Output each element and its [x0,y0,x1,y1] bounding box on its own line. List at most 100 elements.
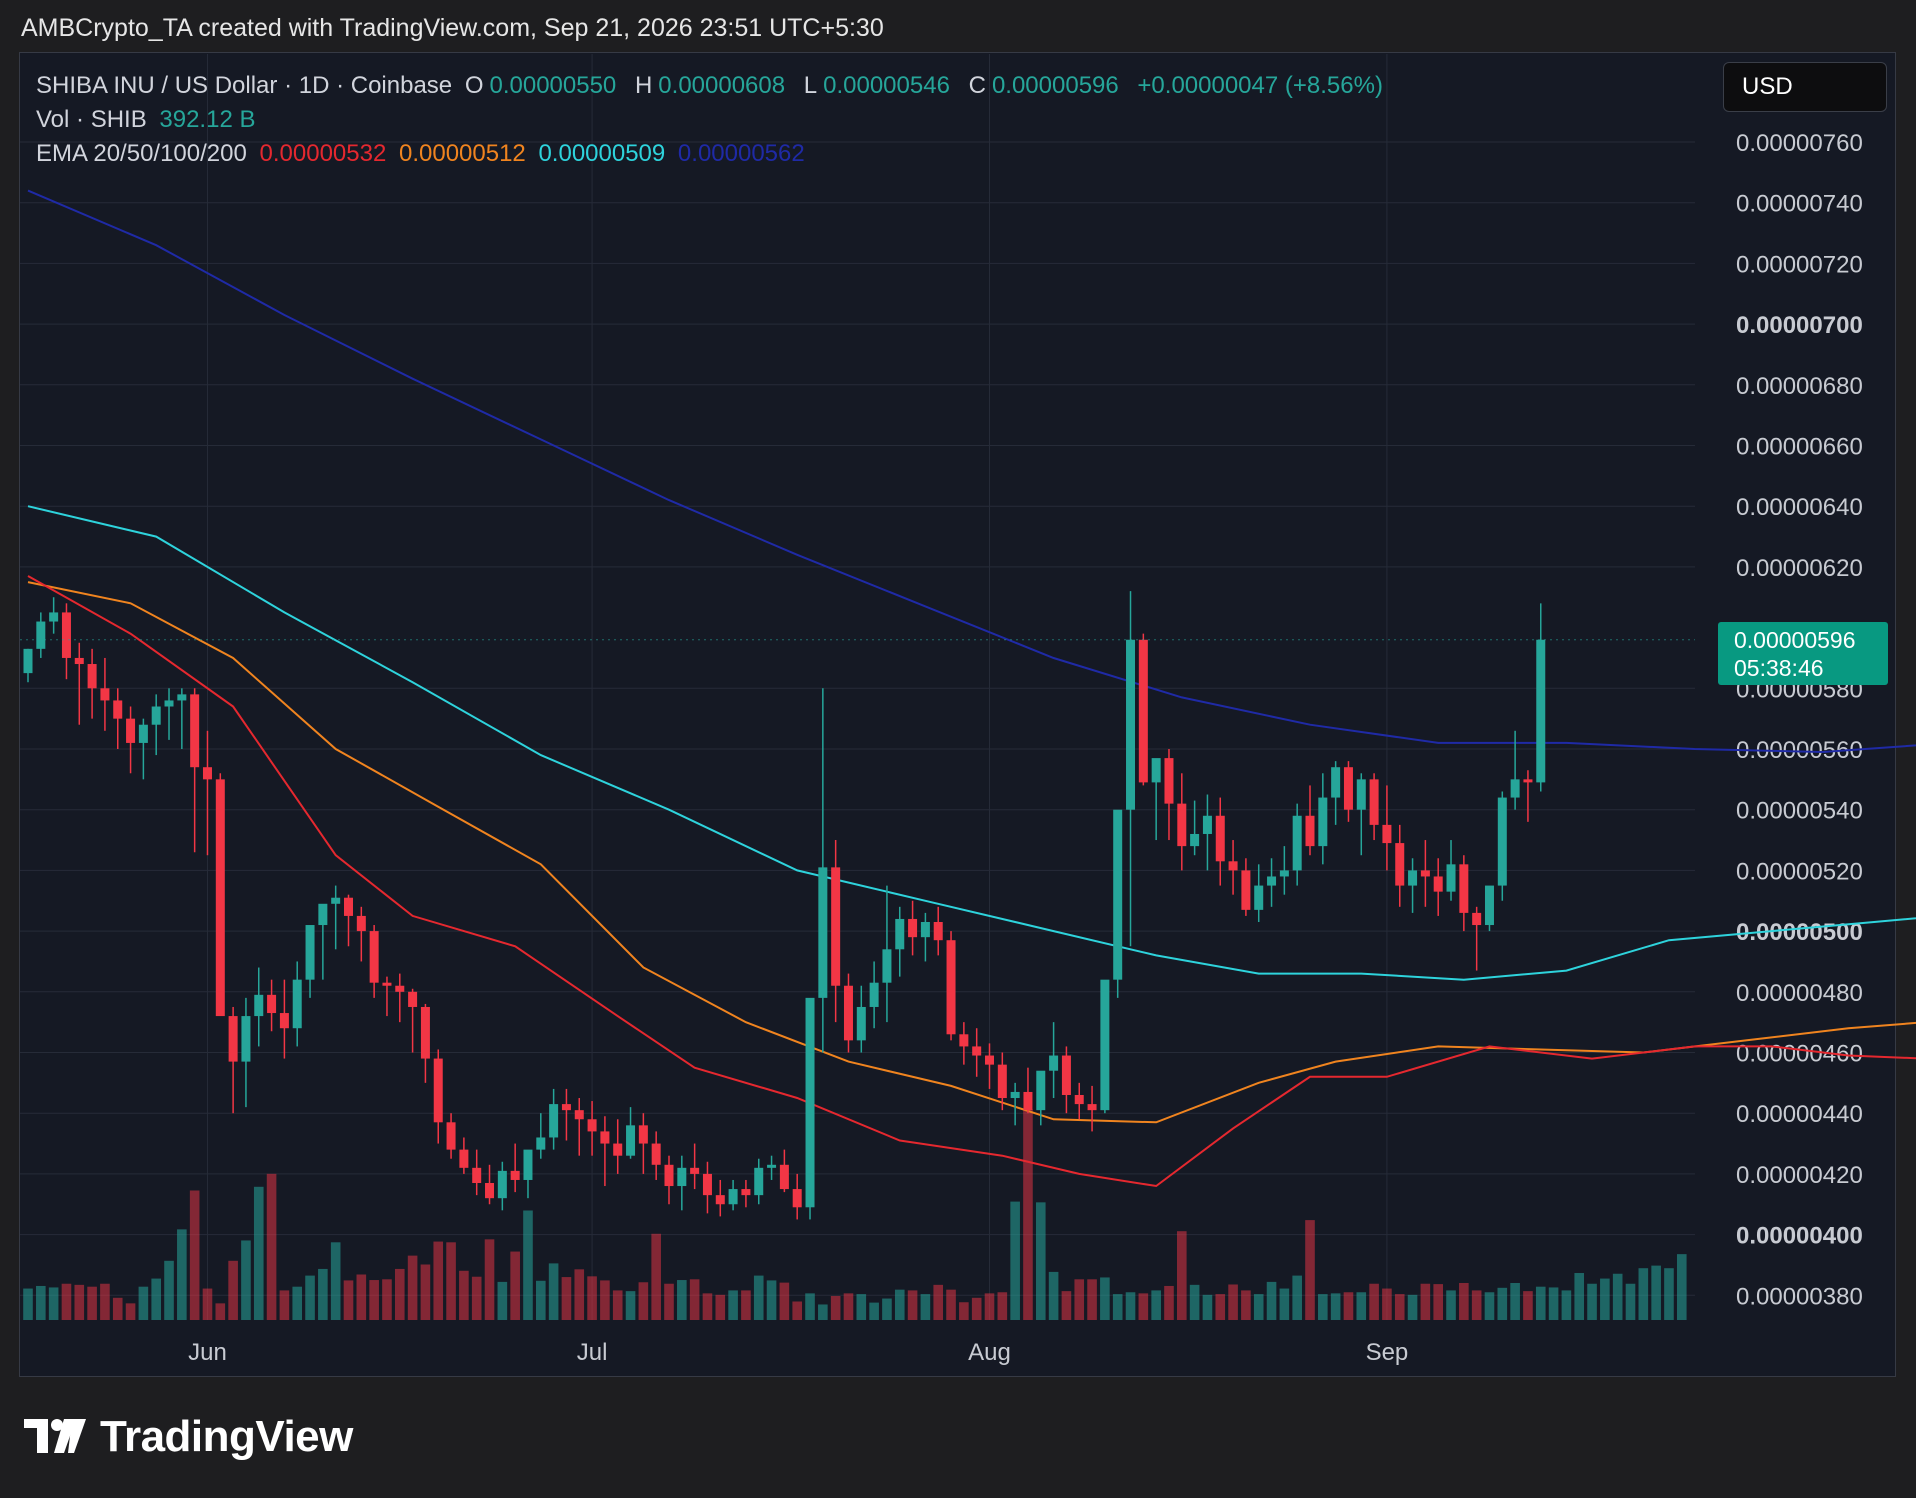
volume-bar [112,1297,123,1320]
candle-body [715,1195,725,1205]
volume-bar [1343,1292,1354,1320]
candle-body [215,779,225,1017]
volume-bar [1087,1279,1097,1320]
candle-body [741,1189,751,1196]
candle-body [113,700,123,719]
volume-bar [1330,1293,1341,1320]
y-axis-tick-label: 0.00000440 [1736,1101,1863,1128]
chart-area[interactable] [19,52,1896,1377]
volume-bar [471,1276,482,1320]
volume-bar [1112,1294,1123,1320]
volume-bar [1574,1273,1585,1320]
volume-bar [1433,1284,1443,1320]
candle-body [1126,639,1136,810]
volume-bar [1266,1281,1277,1320]
volume-bar [766,1280,777,1320]
candle-body [100,688,110,701]
chart-caption: AMBCrypto_TA created with TradingView.co… [21,14,884,42]
candle-body [1459,864,1469,913]
volume-bar [984,1293,995,1320]
y-axis-tick-label: 0.00000700 [1736,312,1863,339]
volume-bar [1625,1283,1636,1320]
candle-body [728,1189,738,1205]
volume-bar [1600,1278,1610,1320]
candle-body [1100,979,1110,1111]
volume-bar [279,1290,290,1320]
candle-body [985,1055,994,1065]
candle-body [23,648,33,674]
candle-body [1138,639,1148,783]
volume-bar [779,1282,790,1320]
candle-body [1215,815,1225,862]
volume-bar [305,1275,315,1320]
volume-bar [997,1292,1008,1320]
candle-body [959,1034,969,1047]
volume-bar [587,1276,597,1320]
volume-bar [818,1304,828,1320]
volume-bar [523,1210,533,1320]
volume-bar [1664,1268,1674,1320]
volume-bar [177,1229,187,1320]
candle-body [1228,861,1238,871]
volume-value: 392.12 B [159,106,256,133]
candle-body [228,1016,238,1062]
volume-bar [1497,1287,1508,1320]
volume-bar [87,1286,97,1320]
x-axis-tick-label: Jul [577,1339,608,1366]
volume-bar [1074,1279,1085,1320]
volume-bar [1535,1286,1546,1320]
candle-body [87,664,97,689]
volume-bar [1651,1265,1661,1320]
candle-body [1010,1091,1020,1099]
candle-body [36,621,46,649]
volume-bar [1382,1288,1392,1320]
candle-body [908,918,918,938]
candle-body [638,1125,648,1144]
candle-body [1074,1094,1084,1105]
candle-body [138,724,148,743]
volume-bar [1369,1283,1379,1320]
y-axis-tick-label: 0.00000720 [1736,251,1863,278]
volume-bar [1484,1292,1495,1320]
volume-bar [138,1286,149,1320]
candle-body [1023,1091,1033,1111]
volume-bar [74,1284,85,1320]
candle-body [344,897,353,916]
tradingview-logo[interactable]: TradingView [24,1412,353,1462]
volume-bar [1100,1277,1110,1320]
candle-body [151,706,161,725]
y-axis-tick-label: 0.00000540 [1736,798,1863,825]
volume-bar [1561,1290,1572,1320]
volume-bar [651,1233,661,1320]
volume-bar [253,1186,264,1320]
volume-bar [215,1303,226,1320]
candle-body [536,1137,546,1150]
volume-bar [600,1280,610,1320]
candle-body [1408,870,1418,886]
candle-body [1279,870,1289,877]
candle-body [587,1119,597,1132]
candle-body [972,1046,982,1056]
currency-button[interactable]: USD [1723,62,1887,112]
volume-bar [292,1286,303,1320]
legend-ema: EMA 20/50/100/200 0.00000532 0.00000512 … [36,140,811,168]
close-value: 0.00000596 [991,72,1119,99]
low-value: 0.00000546 [823,72,950,99]
volume-bar [1612,1273,1623,1320]
y-axis-tick-label: 0.00000640 [1736,494,1863,521]
volume-bar [394,1268,405,1320]
volume-bar [1189,1284,1200,1320]
candle-body [510,1170,520,1180]
candle-body [164,700,174,707]
volume-bar [536,1280,546,1320]
volume-bar [689,1279,700,1320]
bar-countdown: 05:38:46 [1734,655,1824,681]
volume-bar [959,1302,969,1320]
volume-bar [1446,1290,1456,1320]
candle-body [74,657,84,665]
volume-bar [677,1280,687,1320]
volume-bar [382,1279,392,1320]
candle-body [920,921,930,938]
